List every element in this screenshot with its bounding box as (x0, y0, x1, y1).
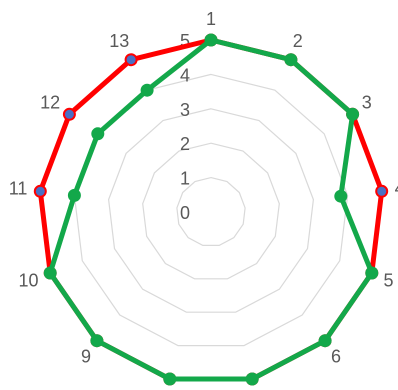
series-2-point-11 (67, 188, 81, 202)
series-1-point-4 (375, 184, 389, 198)
category-label-12: 12 (40, 92, 60, 112)
r-tick-label: 3 (180, 100, 190, 120)
category-label-3: 3 (362, 92, 372, 112)
category-label-5: 5 (384, 270, 394, 290)
series-2-point-12 (91, 127, 105, 141)
series-2-point-5 (365, 266, 379, 280)
series-1-point-12 (62, 107, 76, 121)
r-tick-label: 4 (180, 65, 190, 85)
r-tick-label: 0 (180, 203, 190, 223)
category-label-11: 11 (9, 179, 28, 199)
series-2-point-4 (334, 189, 348, 203)
grid-ring-1 (176, 176, 246, 246)
category-label-6: 6 (331, 347, 341, 367)
series-2-point-9 (90, 334, 104, 348)
r-tick-label: 2 (180, 134, 190, 154)
series-1-point-11 (33, 184, 47, 198)
radial-tick-labels: 0 1 2 3 4 5 (180, 31, 190, 223)
radar-grid (39, 39, 383, 380)
category-label-4: 4 (395, 179, 398, 199)
category-label-2: 2 (293, 31, 303, 51)
series-2-point-6 (318, 334, 332, 348)
series-2-point-10 (43, 266, 57, 280)
series-2-point-3 (346, 107, 360, 121)
series-1-line (37, 37, 385, 382)
category-label-9: 9 (81, 347, 91, 367)
r-tick-label: 1 (180, 169, 190, 189)
category-labels: 12345678910111213 (9, 9, 398, 390)
series-2-point-7 (245, 372, 259, 386)
category-label-13: 13 (109, 31, 129, 51)
series-2-point-13 (140, 83, 154, 97)
grid-ring-2 (142, 142, 280, 280)
series-2-point-8 (163, 372, 177, 386)
grid-ring-3 (107, 108, 315, 313)
category-label-1: 1 (206, 9, 216, 29)
r-tick-label: 5 (180, 31, 190, 51)
series-1-point-13 (124, 53, 138, 67)
series-2-point-1 (204, 33, 218, 47)
series-layer (33, 33, 389, 386)
category-label-10: 10 (18, 270, 38, 290)
series-2-line (47, 37, 375, 382)
series-2-point-2 (284, 53, 298, 67)
grid-ring-5 (39, 39, 383, 380)
